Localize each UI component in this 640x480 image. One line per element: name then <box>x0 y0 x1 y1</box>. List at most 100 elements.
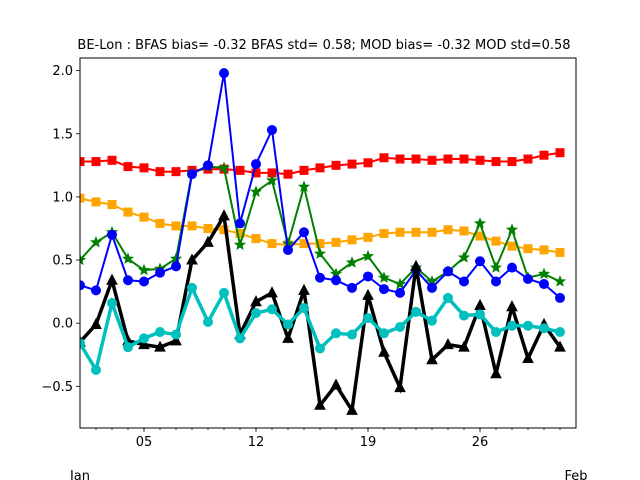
data-point <box>459 154 469 164</box>
data-point <box>459 276 469 287</box>
data-point <box>539 150 549 160</box>
data-point <box>91 285 101 296</box>
data-point <box>539 279 549 290</box>
data-point <box>331 328 341 339</box>
series-2 <box>80 160 567 290</box>
data-point <box>299 165 309 175</box>
y-tick-label: 0.0 <box>52 317 73 332</box>
data-point <box>107 155 117 165</box>
series-line <box>80 72 561 299</box>
data-point <box>331 275 341 286</box>
data-point <box>121 252 135 264</box>
data-point <box>442 338 454 350</box>
series-0 <box>80 148 565 179</box>
data-point <box>379 328 389 339</box>
data-point <box>89 236 103 248</box>
data-point <box>123 275 133 286</box>
data-point <box>523 154 533 164</box>
data-point <box>139 163 149 173</box>
x-tick-label: 12 <box>248 435 265 450</box>
data-point <box>155 167 165 177</box>
data-point <box>80 280 85 291</box>
data-point <box>330 378 342 390</box>
y-tick-label: −0.5 <box>41 380 73 395</box>
data-point <box>411 306 421 317</box>
data-point <box>171 261 181 272</box>
data-point <box>313 247 327 259</box>
data-point <box>250 295 262 307</box>
data-point <box>395 227 405 237</box>
data-point <box>235 218 245 229</box>
data-point <box>522 351 534 364</box>
data-point <box>475 256 485 267</box>
data-point <box>80 253 87 266</box>
chart-title: BE-Lon : BFAS bias= -0.32 BFAS std= 0.58… <box>77 38 570 53</box>
data-point <box>202 235 214 247</box>
data-point <box>283 244 293 255</box>
data-point <box>80 338 85 349</box>
axis-layer: 05 12 19 26 Jan Feb −0.5 0.0 0.5 1.0 1.5 2.0 <box>41 64 587 480</box>
data-point <box>299 303 309 314</box>
data-point <box>555 247 565 257</box>
data-point <box>138 338 150 350</box>
data-point <box>361 249 375 262</box>
data-point <box>475 155 485 165</box>
data-point <box>91 197 101 207</box>
data-point <box>394 381 406 393</box>
data-point <box>507 241 517 251</box>
y-tick-label: 1.0 <box>52 190 73 205</box>
data-point <box>80 157 85 167</box>
data-point <box>458 340 470 352</box>
data-point <box>139 212 149 222</box>
data-point <box>283 169 293 179</box>
data-point <box>235 165 245 175</box>
data-point <box>265 174 279 186</box>
data-point <box>123 162 133 172</box>
data-point <box>491 276 501 287</box>
data-point <box>459 310 469 321</box>
data-point <box>297 180 311 192</box>
data-point <box>362 288 374 300</box>
data-point <box>107 297 117 308</box>
data-point <box>155 218 165 228</box>
data-point <box>139 276 149 287</box>
data-point <box>91 157 101 167</box>
data-point <box>203 160 213 171</box>
x-month-label: Jan <box>69 469 90 480</box>
x-tick-label: 26 <box>472 435 489 450</box>
series-1 <box>80 193 565 257</box>
data-point <box>170 334 182 346</box>
y-tick-label: 0.5 <box>52 254 73 269</box>
data-point <box>379 153 389 163</box>
data-point <box>106 273 118 285</box>
data-point <box>555 292 565 303</box>
data-point <box>555 148 565 158</box>
data-point <box>490 367 502 379</box>
data-point <box>427 155 437 165</box>
data-point <box>410 259 422 271</box>
data-point <box>91 364 101 375</box>
data-point <box>251 159 261 170</box>
data-point <box>314 398 326 410</box>
data-point <box>555 327 565 338</box>
data-point <box>218 209 230 221</box>
data-point <box>155 267 165 278</box>
data-point <box>123 207 133 217</box>
data-point <box>491 236 501 246</box>
data-point <box>363 271 373 282</box>
data-point <box>315 343 325 354</box>
data-point <box>539 245 549 255</box>
data-point <box>474 298 486 311</box>
data-point <box>219 68 229 79</box>
data-point <box>235 333 245 344</box>
data-point <box>363 158 373 168</box>
data-point <box>347 329 357 340</box>
data-point <box>187 282 197 293</box>
data-point <box>233 238 247 251</box>
data-point <box>345 256 359 268</box>
data-point <box>427 315 437 326</box>
x-month-label: Feb <box>564 469 587 480</box>
data-point <box>139 333 149 344</box>
data-point <box>393 277 407 290</box>
